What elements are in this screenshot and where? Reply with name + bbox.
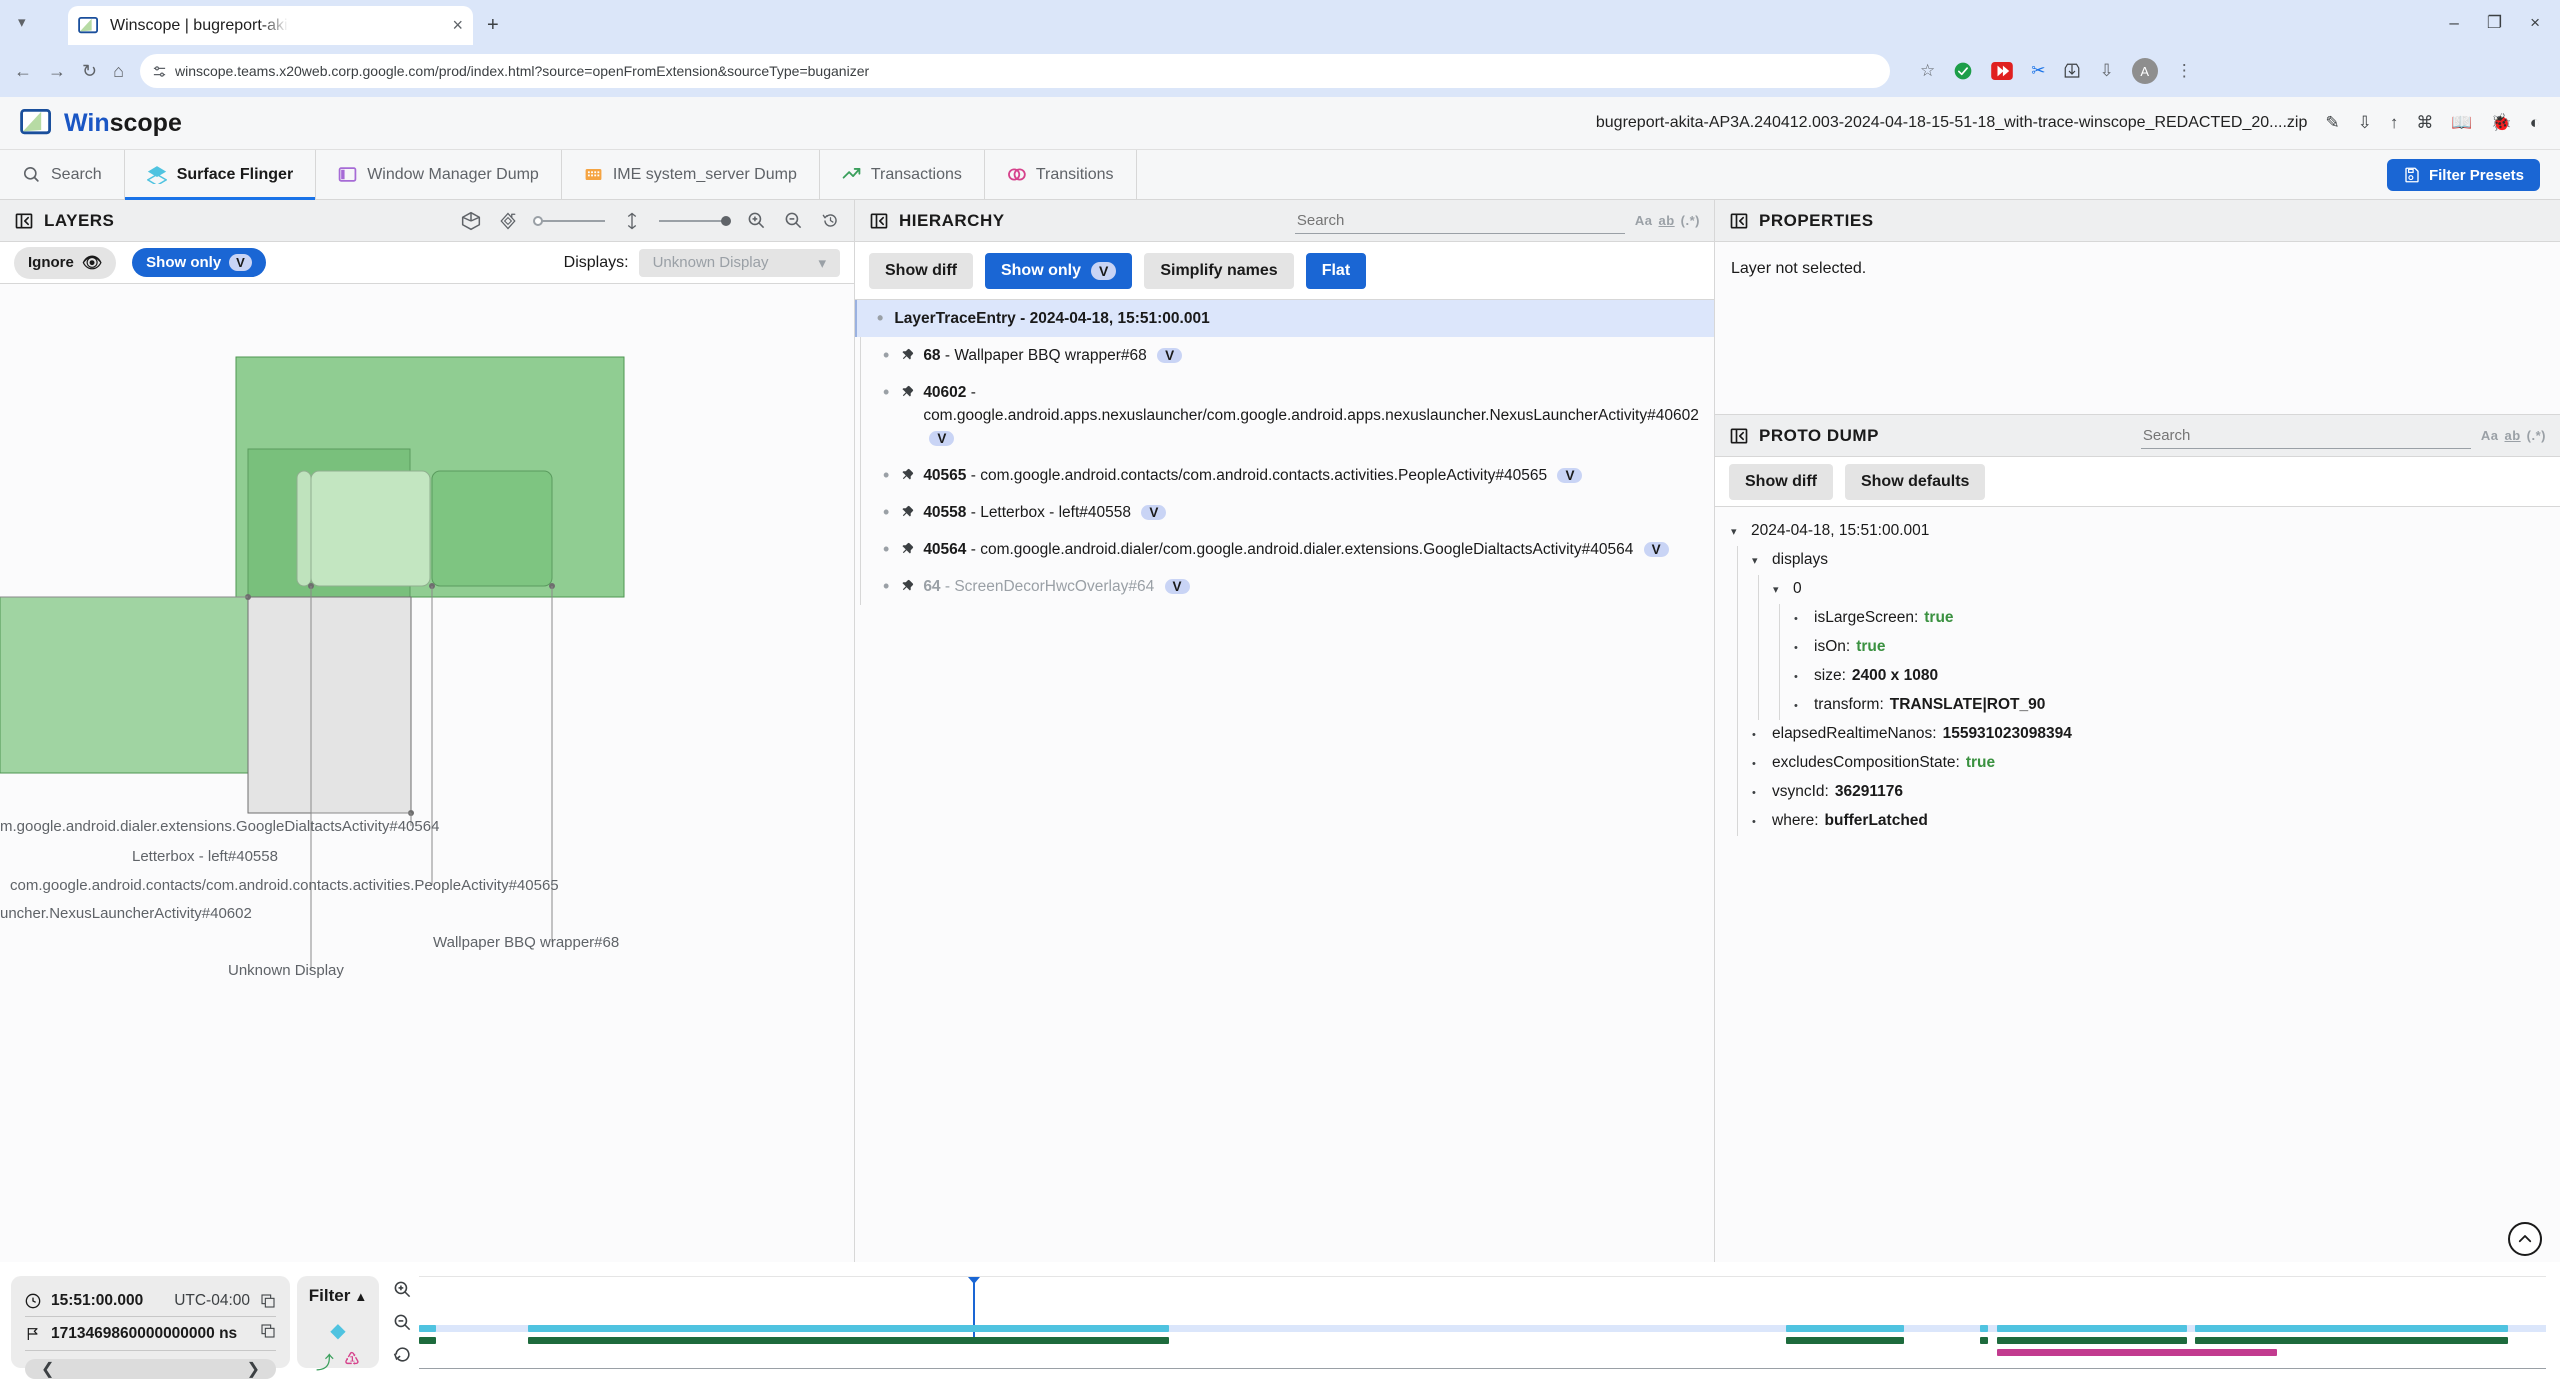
svg-text:Letterbox - left#40558: Letterbox - left#40558 [132, 848, 278, 865]
svg-text:m.google.android.dialer.extens: m.google.android.dialer.extensions.Googl… [0, 818, 439, 835]
svg-text:Wallpaper BBQ wrapper#68: Wallpaper BBQ wrapper#68 [433, 934, 619, 951]
svg-text:Unknown Display: Unknown Display [228, 962, 344, 979]
svg-text:com.google.android.contacts/co: com.google.android.contacts/com.android.… [10, 877, 559, 894]
svg-text:uncher.NexusLauncherActivity#4: uncher.NexusLauncherActivity#40602 [0, 905, 252, 922]
